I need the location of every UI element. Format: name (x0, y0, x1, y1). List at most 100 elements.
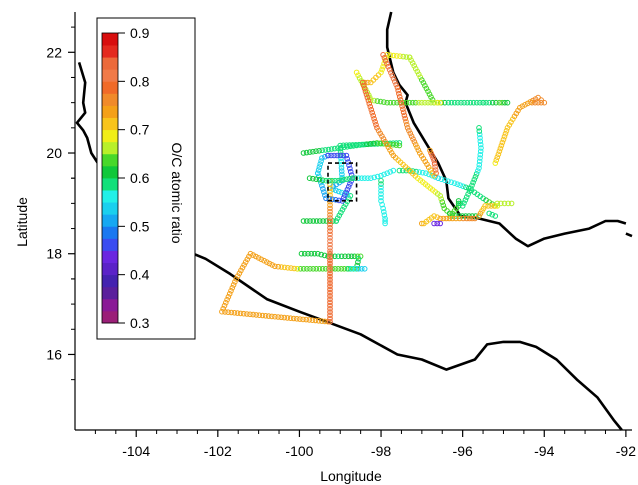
y-tick-label: 18 (46, 246, 62, 262)
data-point (426, 91, 433, 97)
data-point (482, 203, 488, 209)
data-point (322, 147, 329, 153)
data-point (458, 99, 464, 106)
data-point (228, 288, 234, 294)
data-point (338, 266, 345, 272)
data-point (303, 149, 310, 156)
data-point (225, 294, 232, 300)
x-ticks: -104 -102 -100 -98 -96 -94 -92 (94, 430, 636, 459)
data-point (348, 253, 355, 260)
data-point (370, 112, 377, 119)
data-point (524, 100, 531, 107)
data-point (461, 99, 467, 106)
data-point (327, 309, 333, 315)
data-point (359, 79, 366, 86)
data-point (313, 218, 320, 224)
data-point (315, 250, 321, 257)
data-point (291, 265, 298, 272)
data-point (456, 215, 463, 222)
data-point (353, 69, 360, 76)
data-point (253, 253, 259, 260)
data-point (346, 175, 353, 182)
data-point (396, 167, 403, 174)
data-point (472, 215, 478, 222)
data-point (437, 99, 444, 106)
data-point (381, 60, 387, 67)
data-point (306, 317, 313, 323)
data-point (344, 186, 351, 193)
data-point (459, 203, 466, 209)
data-point (342, 201, 349, 207)
data-point (344, 156, 351, 162)
data-point (307, 149, 313, 155)
data-point (498, 200, 504, 207)
data-point (468, 185, 474, 192)
data-point (246, 253, 252, 260)
data-point (345, 253, 352, 260)
data-point (319, 177, 326, 183)
data-point (423, 85, 430, 92)
data-point (269, 313, 275, 320)
data-point (410, 136, 416, 142)
data-point (327, 225, 333, 231)
data-point (281, 264, 288, 271)
data-point (379, 133, 385, 139)
data-point (414, 68, 421, 75)
data-point (502, 130, 509, 137)
data-point (422, 99, 428, 106)
data-point (313, 266, 320, 272)
data-point (493, 157, 500, 163)
data-point (382, 220, 388, 227)
data-point (360, 82, 367, 89)
data-point (319, 318, 325, 324)
data-point (485, 203, 492, 209)
data-point (408, 133, 415, 139)
data-point (361, 85, 368, 92)
data-point (390, 167, 397, 174)
data-point (327, 312, 333, 319)
data-point (224, 296, 230, 303)
data-point (475, 168, 481, 174)
data-point (501, 133, 508, 140)
data-point (406, 127, 412, 134)
data-point (396, 90, 402, 97)
data-point (300, 316, 306, 323)
data-point (400, 53, 407, 60)
data-point (498, 142, 505, 149)
data-point (473, 171, 480, 177)
data-point (357, 142, 363, 148)
data-point (300, 266, 307, 272)
plot-axes (74, 12, 632, 431)
data-point (378, 188, 384, 194)
data-point (340, 152, 347, 159)
colorbar-legend: 0.9 0.8 0.7 0.6 0.5 0.4 0.3 O/C atomic ratio (96, 17, 196, 340)
colorbar-band (102, 262, 118, 276)
data-point (375, 127, 382, 134)
data-point (338, 158, 345, 165)
data-point (323, 218, 330, 224)
data-point (371, 174, 378, 181)
data-point (327, 296, 333, 303)
data-point (437, 220, 444, 227)
data-point (303, 316, 310, 323)
colorbar-band (102, 214, 118, 227)
data-point (317, 161, 324, 167)
data-point (411, 63, 418, 69)
data-point (445, 99, 452, 106)
data-point (419, 99, 425, 106)
colorbar-band (102, 105, 118, 118)
data-point (403, 99, 410, 106)
data-point (336, 212, 343, 219)
data-point (342, 192, 348, 198)
x-tick-label: -100 (285, 443, 313, 459)
data-point (228, 309, 235, 316)
data-point (432, 164, 438, 170)
data-point (261, 257, 267, 264)
data-point (339, 207, 346, 213)
data-point (402, 115, 409, 122)
data-point (347, 168, 354, 175)
data-point (329, 196, 336, 203)
data-point (345, 183, 352, 190)
highlight-box (327, 162, 358, 202)
data-point (419, 169, 426, 176)
